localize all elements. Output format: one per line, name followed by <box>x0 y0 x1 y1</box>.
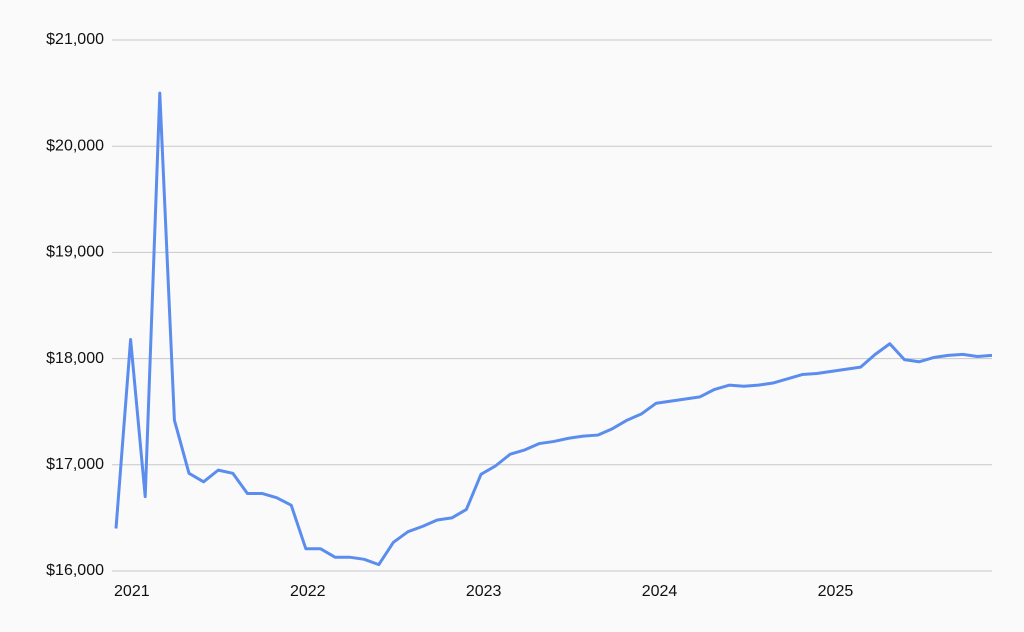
y-tick-label: $19,000 <box>46 244 104 261</box>
y-tick-label: $18,000 <box>46 350 104 367</box>
x-tick-label: 2025 <box>818 583 854 600</box>
x-tick-label: 2021 <box>114 583 150 600</box>
data-line <box>114 91 993 567</box>
y-tick-label: $16,000 <box>46 562 104 579</box>
x-tick-label: 2022 <box>290 583 326 600</box>
y-tick-label: $20,000 <box>46 137 104 154</box>
y-tick-label: $21,000 <box>46 31 104 48</box>
y-tick-label: $17,000 <box>46 456 104 473</box>
x-tick-label: 2023 <box>466 583 502 600</box>
x-tick-label: 2024 <box>642 583 678 600</box>
